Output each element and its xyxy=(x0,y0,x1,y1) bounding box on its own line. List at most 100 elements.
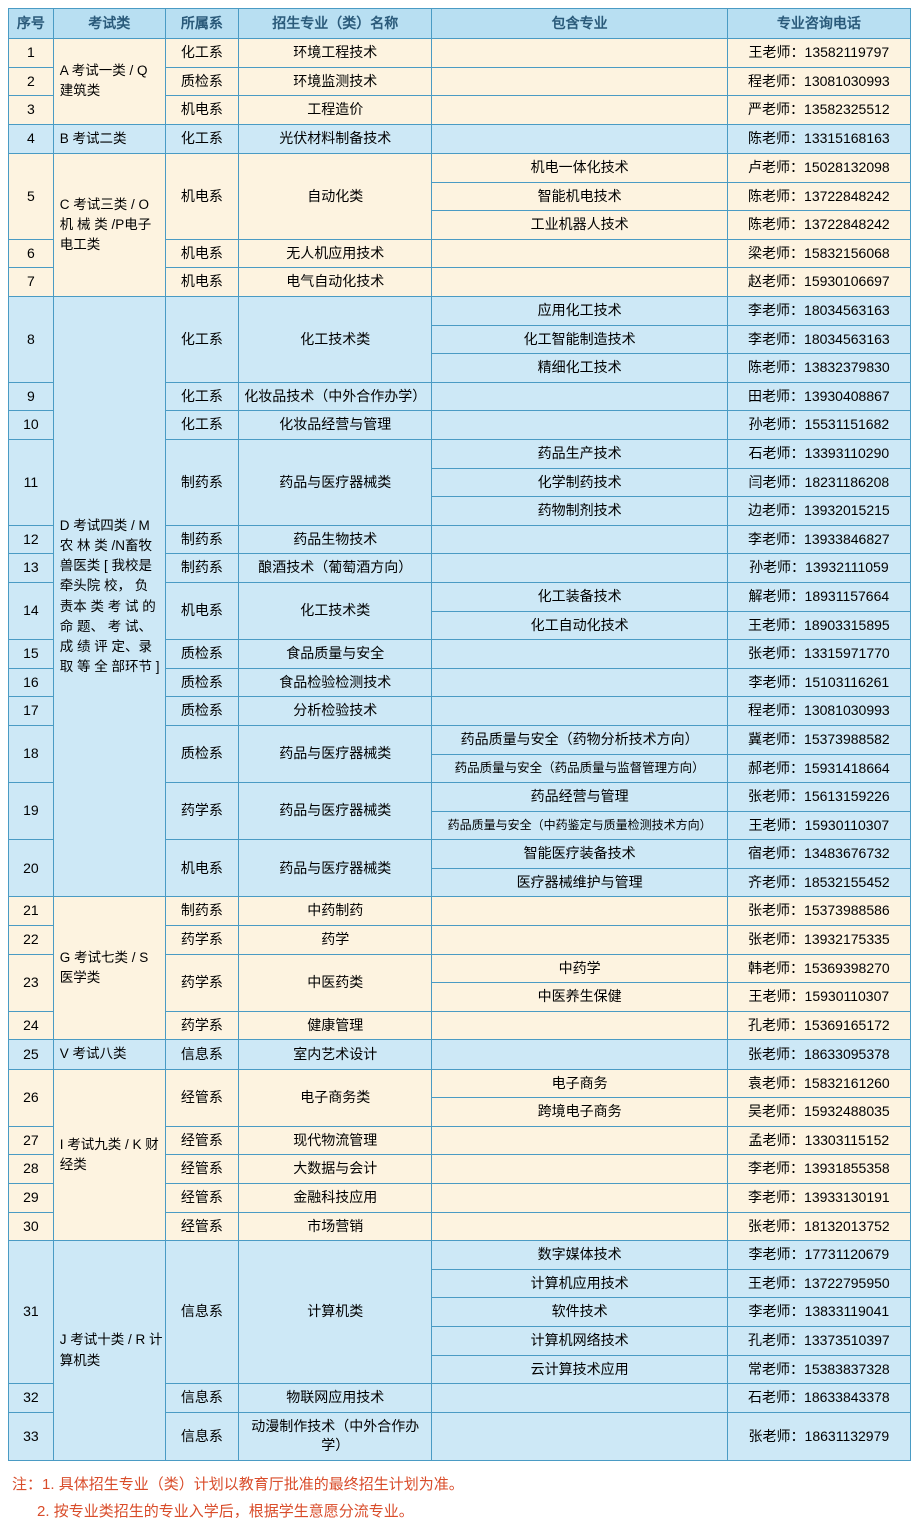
footnote: 注：1. 具体招生专业（类）计划以教育厅批准的最终招生计划为准。 2. 按专业类… xyxy=(8,1471,911,1525)
cell-tel: 陈老师：13832379830 xyxy=(727,354,910,383)
cell-inc: 计算机网络技术 xyxy=(432,1327,727,1356)
table-row: 8 D 考试四类 / M 农 林 类 /N畜牧兽医类 [ 我校是牵头院 校， 负… xyxy=(9,297,911,326)
cell-inc: 医疗器械维护与管理 xyxy=(432,868,727,897)
cell-tel: 吴老师：15932488035 xyxy=(727,1098,910,1127)
cell-tel: 严老师：13582325512 xyxy=(727,96,910,125)
cell-cat: I 考试九类 / K 财经类 xyxy=(53,1069,165,1241)
cell-seq: 15 xyxy=(9,640,54,669)
cell-inc: 药品质量与安全（药品质量与监督管理方向） xyxy=(432,754,727,783)
header-row: 序号 考试类 所属系 招生专业（类）名称 包含专业 专业咨询电话 xyxy=(9,9,911,39)
cell-inc xyxy=(432,96,727,125)
cell-tel: 李老师：18034563163 xyxy=(727,325,910,354)
cell-inc: 数字媒体技术 xyxy=(432,1241,727,1270)
cell-tel: 王老师：13722795950 xyxy=(727,1269,910,1298)
cell-seq: 25 xyxy=(9,1040,54,1069)
cell-inc: 中医养生保健 xyxy=(432,983,727,1012)
cell-inc: 软件技术 xyxy=(432,1298,727,1327)
table-row: 4 B 考试二类 化工系 光伏材料制备技术 陈老师：13315168163 xyxy=(9,124,911,153)
cell-major: 电气自动化技术 xyxy=(239,268,432,297)
cell-inc: 应用化工技术 xyxy=(432,297,727,326)
cell-dept: 药学系 xyxy=(165,954,238,1011)
cell-inc xyxy=(432,239,727,268)
cell-major: 分析检验技术 xyxy=(239,697,432,726)
cell-inc: 计算机应用技术 xyxy=(432,1269,727,1298)
cell-inc xyxy=(432,1212,727,1241)
header-major: 招生专业（类）名称 xyxy=(239,9,432,39)
cell-major: 药品与医疗器械类 xyxy=(239,840,432,897)
cell-dept: 化工系 xyxy=(165,39,238,68)
cell-inc: 药品质量与安全（药物分析技术方向） xyxy=(432,725,727,754)
cell-tel: 常老师：15383837328 xyxy=(727,1355,910,1384)
cell-major: 药品与医疗器械类 xyxy=(239,725,432,782)
cell-dept: 机电系 xyxy=(165,239,238,268)
cell-seq: 32 xyxy=(9,1384,54,1413)
cell-seq: 27 xyxy=(9,1126,54,1155)
cell-dept: 质检系 xyxy=(165,697,238,726)
cell-inc: 药物制剂技术 xyxy=(432,497,727,526)
cell-seq: 12 xyxy=(9,525,54,554)
header-seq: 序号 xyxy=(9,9,54,39)
cell-tel: 李老师：13931855358 xyxy=(727,1155,910,1184)
cell-inc: 跨境电子商务 xyxy=(432,1098,727,1127)
header-included: 包含专业 xyxy=(432,9,727,39)
cell-seq: 2 xyxy=(9,67,54,96)
cell-tel: 赵老师：15930106697 xyxy=(727,268,910,297)
cell-major: 电子商务类 xyxy=(239,1069,432,1126)
cell-dept: 信息系 xyxy=(165,1241,238,1384)
cell-major: 工程造价 xyxy=(239,96,432,125)
cell-tel: 张老师：15613159226 xyxy=(727,783,910,812)
cell-tel: 孔老师：13373510397 xyxy=(727,1327,910,1356)
cell-major: 酿酒技术（葡萄酒方向） xyxy=(239,554,432,583)
cell-seq: 14 xyxy=(9,582,54,639)
cell-major: 药学 xyxy=(239,926,432,955)
cell-dept: 信息系 xyxy=(165,1384,238,1413)
cell-inc xyxy=(432,1011,727,1040)
cell-inc: 工业机器人技术 xyxy=(432,211,727,240)
cell-inc xyxy=(432,1184,727,1213)
cell-inc xyxy=(432,124,727,153)
cell-seq: 9 xyxy=(9,382,54,411)
cell-dept: 质检系 xyxy=(165,725,238,782)
cell-tel: 郝老师：15931418664 xyxy=(727,754,910,783)
cell-inc xyxy=(432,668,727,697)
cell-major: 大数据与会计 xyxy=(239,1155,432,1184)
cell-cat: D 考试四类 / M 农 林 类 /N畜牧兽医类 [ 我校是牵头院 校， 负 责… xyxy=(53,297,165,897)
cell-tel: 韩老师：15369398270 xyxy=(727,954,910,983)
cell-seq: 8 xyxy=(9,297,54,383)
cell-major: 中医药类 xyxy=(239,954,432,1011)
cell-tel: 李老师：15103116261 xyxy=(727,668,910,697)
cell-dept: 机电系 xyxy=(165,268,238,297)
cell-tel: 李老师：17731120679 xyxy=(727,1241,910,1270)
cell-seq: 1 xyxy=(9,39,54,68)
cell-inc: 机电一体化技术 xyxy=(432,154,727,183)
cell-major: 环境工程技术 xyxy=(239,39,432,68)
cell-tel: 梁老师：15832156068 xyxy=(727,239,910,268)
cell-seq: 18 xyxy=(9,725,54,782)
cell-tel: 王老师：13582119797 xyxy=(727,39,910,68)
cell-tel: 王老师：18903315895 xyxy=(727,611,910,640)
cell-tel: 王老师：15930110307 xyxy=(727,811,910,840)
cell-dept: 制药系 xyxy=(165,554,238,583)
cell-tel: 石老师：18633843378 xyxy=(727,1384,910,1413)
cell-seq: 4 xyxy=(9,124,54,153)
cell-dept: 经管系 xyxy=(165,1155,238,1184)
cell-inc xyxy=(432,1040,727,1069)
cell-dept: 信息系 xyxy=(165,1412,238,1460)
table-row: 25V 考试八类信息系室内艺术设计张老师：18633095378 xyxy=(9,1040,911,1069)
cell-seq: 33 xyxy=(9,1412,54,1460)
table-row: 5 C 考试三类 / O 机 械 类 /P电子电工类 机电系 自动化类 机电一体… xyxy=(9,154,911,183)
cell-inc xyxy=(432,554,727,583)
cell-tel: 程老师：13081030993 xyxy=(727,697,910,726)
cell-cat: C 考试三类 / O 机 械 类 /P电子电工类 xyxy=(53,154,165,297)
cell-inc: 药品生产技术 xyxy=(432,439,727,468)
cell-seq: 21 xyxy=(9,897,54,926)
cell-inc xyxy=(432,382,727,411)
cell-tel: 齐老师：18532155452 xyxy=(727,868,910,897)
note-label: 注： xyxy=(12,1476,42,1493)
cell-tel: 王老师：15930110307 xyxy=(727,983,910,1012)
cell-dept: 化工系 xyxy=(165,124,238,153)
cell-inc: 药品质量与安全（中药鉴定与质量检测技术方向） xyxy=(432,811,727,840)
cell-major: 药品与医疗器械类 xyxy=(239,439,432,525)
cell-seq: 31 xyxy=(9,1241,54,1384)
cell-inc xyxy=(432,640,727,669)
